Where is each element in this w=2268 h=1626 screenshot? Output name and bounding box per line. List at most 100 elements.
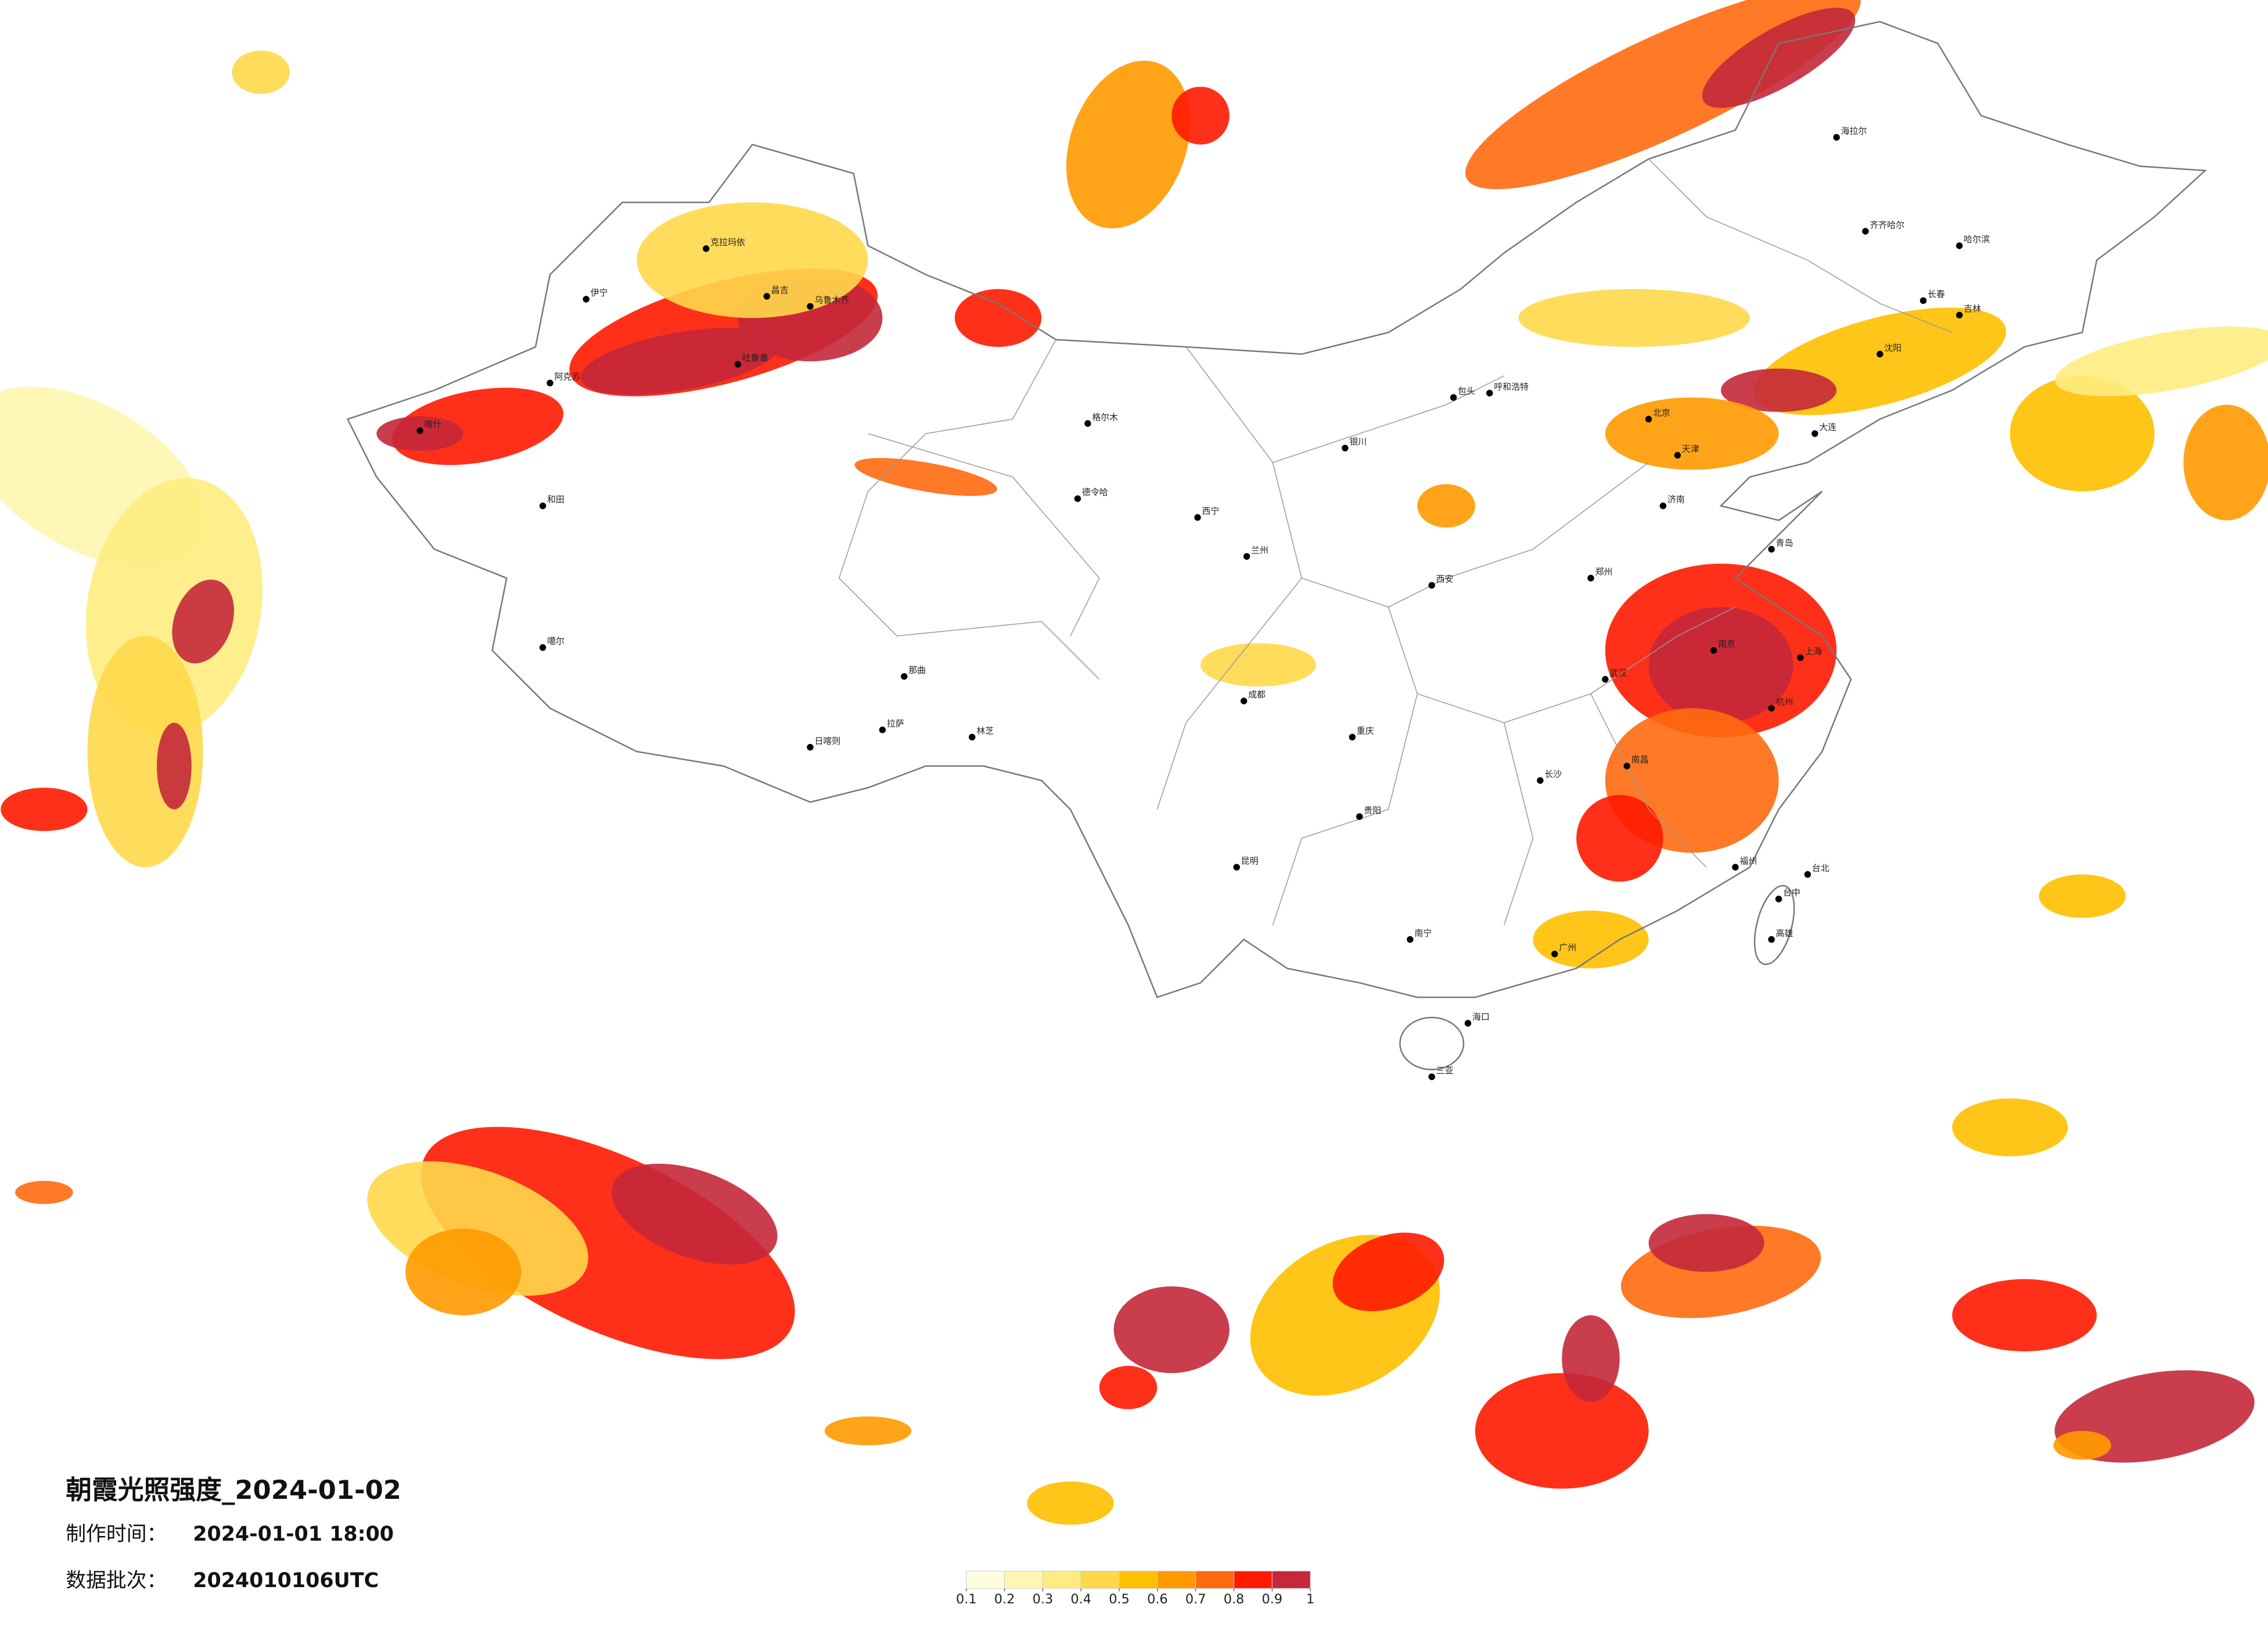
city-label: 南昌	[1631, 754, 1649, 765]
city-label: 南京	[1718, 639, 1735, 649]
heat-patch	[2183, 404, 2268, 520]
city-dot	[1768, 936, 1775, 943]
province-borders	[838, 159, 1953, 926]
city-label: 和田	[547, 494, 565, 505]
city-dot	[1674, 452, 1681, 459]
city-dot	[539, 644, 547, 651]
city-label: 武汉	[1609, 668, 1627, 678]
heat-patch	[580, 328, 780, 395]
heat-patch	[1027, 1481, 1114, 1525]
city-dot	[1537, 777, 1544, 784]
city-label: 齐齐哈尔	[1870, 220, 1904, 230]
city-label: 天津	[1682, 444, 1699, 454]
city-label: 北京	[1653, 408, 1670, 418]
city-dot	[1775, 895, 1782, 902]
city-label: 福州	[1739, 855, 1757, 866]
city-dot	[1768, 546, 1775, 553]
heat-patch	[824, 1416, 912, 1445]
heat-patch	[172, 580, 234, 664]
city-label: 包头	[1458, 386, 1475, 396]
city-label: 贵阳	[1364, 805, 1381, 815]
heat-patch	[1648, 1214, 1764, 1272]
city-label: 昌吉	[771, 285, 789, 295]
city-dot	[539, 502, 547, 509]
heat-patch	[157, 722, 192, 810]
heat-patch	[232, 51, 290, 94]
city-dot	[1645, 416, 1652, 423]
colorbar-tick-label: 1	[1306, 1592, 1314, 1607]
city-dot	[1349, 733, 1356, 741]
city-label: 海拉尔	[1841, 125, 1867, 136]
city-label: 兰州	[1251, 545, 1268, 555]
city-label: 长沙	[1544, 769, 1562, 779]
colorbar: 0.1 0.2 0.3 0.4 0.5 0.6 0.7 0.8 0.9 1	[956, 1570, 1314, 1607]
city-label: 昆明	[1241, 855, 1259, 866]
city-dot	[1551, 950, 1558, 958]
city-dot	[1710, 647, 1717, 654]
city-label: 德令哈	[1082, 487, 1108, 498]
city-dot	[583, 296, 590, 303]
heat-patch	[1702, 8, 1856, 108]
city-dot	[879, 726, 886, 733]
city-label: 海口	[1472, 1012, 1490, 1022]
city-dot	[1407, 936, 1414, 943]
city-label: 三亚	[1436, 1065, 1454, 1075]
city-dot	[1797, 654, 1804, 661]
heat-patch	[1200, 643, 1317, 687]
colorbar-cell	[1004, 1570, 1043, 1589]
city-dot	[1920, 297, 1927, 304]
city-dot	[1074, 495, 1081, 502]
city-label: 郑州	[1595, 567, 1612, 577]
heat-patch	[854, 458, 997, 497]
heat-patch	[1099, 1366, 1158, 1409]
heat-patch	[1605, 397, 1779, 470]
city-dot	[1428, 1073, 1435, 1080]
city-dot	[1233, 864, 1240, 871]
made-time: 2024-01-01 18:00	[193, 1523, 394, 1546]
city-label: 成都	[1248, 689, 1266, 700]
city-label: 喀什	[424, 419, 441, 430]
city-label: 重庆	[1357, 725, 1374, 736]
city-label: 呼和浩特	[1494, 382, 1529, 392]
city-label: 银川	[1349, 437, 1367, 447]
heat-patch	[1952, 1098, 2068, 1157]
colorbar-tick-label: 0.6	[1147, 1592, 1168, 1607]
colorbar-cell	[1271, 1570, 1311, 1589]
heat-patch	[1518, 289, 1750, 347]
city-dot	[1804, 871, 1811, 878]
city-label: 杭州	[1776, 697, 1793, 707]
city-dot	[969, 733, 976, 741]
heat-patch	[1648, 607, 1793, 723]
city-dot	[901, 673, 908, 680]
city-dot	[1194, 514, 1201, 521]
heat-patch	[2039, 874, 2126, 918]
city-label: 乌鲁木齐	[814, 295, 849, 305]
city-label: 沈阳	[1884, 343, 1902, 353]
heat-patch	[2053, 1431, 2111, 1460]
heat-patch	[15, 1181, 73, 1204]
city-dot	[703, 245, 710, 252]
city-label: 哈尔滨	[1964, 234, 1990, 244]
heat-patch	[1952, 1279, 2097, 1352]
colorbar-tick-label: 0.3	[1033, 1592, 1054, 1607]
city-label: 吉林	[1964, 304, 1981, 314]
heat-patch	[954, 289, 1042, 347]
city-dot	[1243, 553, 1250, 560]
heat-patch	[1562, 1315, 1620, 1402]
city-label: 济南	[1667, 494, 1685, 505]
colorbar-tick-label: 0.1	[956, 1592, 977, 1607]
city-dot	[1587, 574, 1594, 582]
heat-patch	[1332, 1232, 1444, 1311]
city-dot	[547, 379, 553, 387]
hainan-outline	[1399, 1016, 1465, 1071]
batch: 2024010106UTC	[193, 1569, 379, 1592]
heat-patch	[1533, 911, 1649, 969]
city-dot	[1811, 430, 1818, 437]
city-label: 高雄	[1776, 928, 1793, 938]
map-title: 朝霞光照强度_2024-01-02	[66, 1474, 401, 1505]
city-label: 上海	[1805, 646, 1822, 656]
city-dot	[1342, 444, 1349, 452]
heat-layer	[0, 0, 2268, 1525]
